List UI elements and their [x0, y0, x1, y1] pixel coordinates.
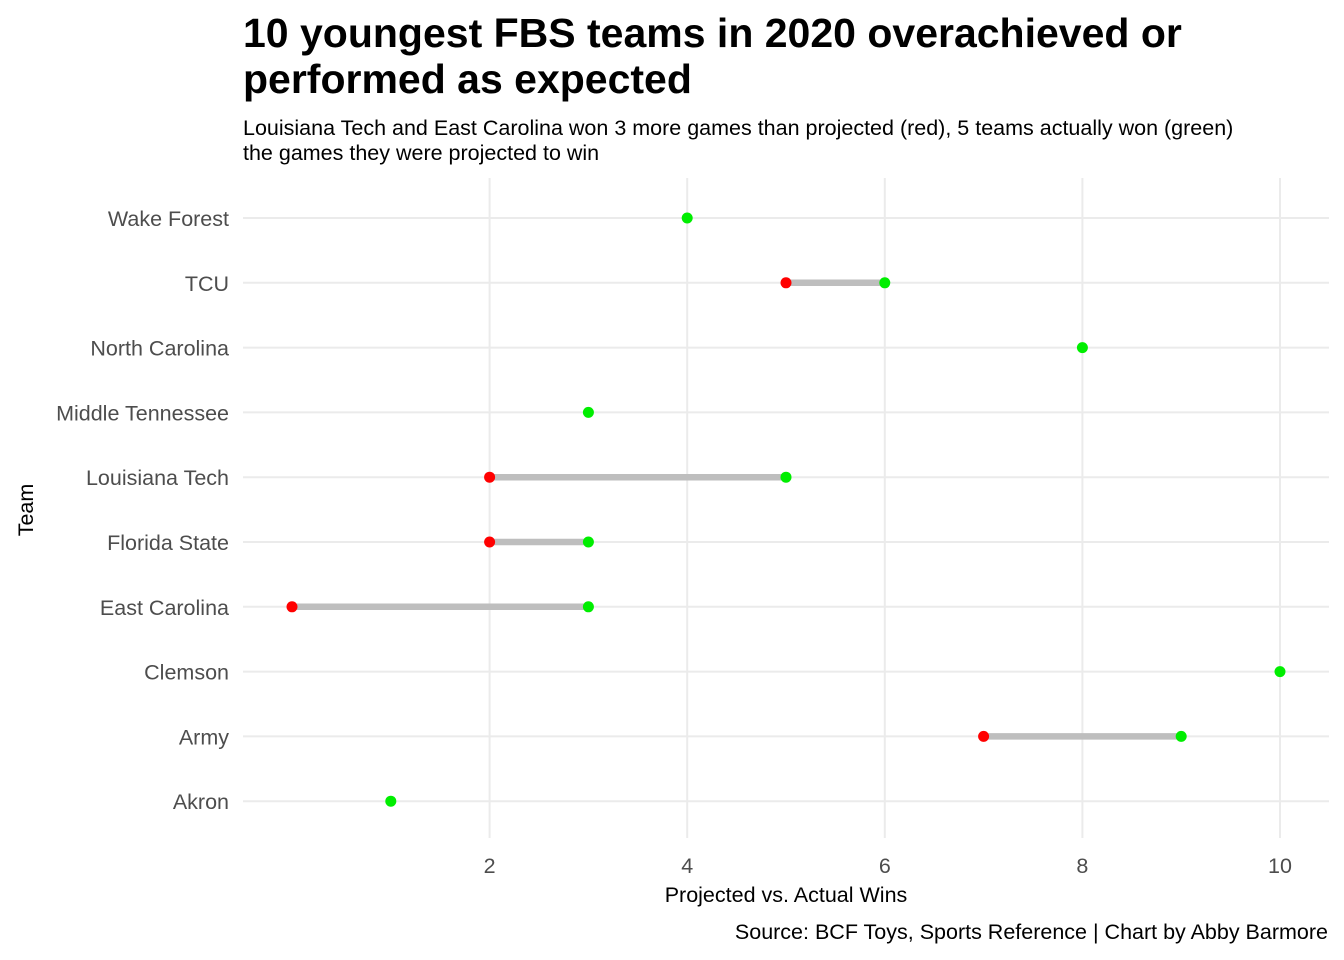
chart-caption: Source: BCF Toys, Sports Reference | Cha…: [734, 920, 1328, 944]
y-tick-label: Army: [179, 725, 229, 749]
actual-point: [582, 601, 594, 613]
y-tick-label: Akron: [173, 790, 229, 814]
x-tick-label: 4: [681, 854, 693, 878]
y-tick-label: Louisiana Tech: [86, 466, 229, 490]
actual-point: [1274, 666, 1286, 678]
y-tick-label: North Carolina: [90, 337, 229, 361]
point-layer: [286, 212, 1286, 807]
y-tick-label: Clemson: [144, 661, 229, 685]
x-tick-label: 6: [879, 854, 891, 878]
y-tick-label: TCU: [185, 272, 229, 296]
x-tick-label: 2: [484, 854, 496, 878]
actual-point: [780, 471, 792, 483]
actual-point: [582, 406, 594, 418]
projected-point: [780, 277, 792, 289]
projected-point: [978, 730, 990, 742]
y-tick-label: Florida State: [107, 531, 229, 555]
y-tick-label: Middle Tennessee: [56, 401, 229, 425]
y-tick-label: East Carolina: [100, 596, 229, 620]
actual-point: [385, 795, 397, 807]
y-axis-label: Team: [14, 484, 38, 537]
x-axis-label: Projected vs. Actual Wins: [665, 883, 908, 907]
projected-point: [484, 536, 496, 548]
x-tick-labels: 2 4 6 8 10: [484, 854, 1292, 878]
grid-layer: [243, 178, 1329, 838]
y-tick-labels: Wake Forest TCU North Carolina Middle Tenne…: [56, 207, 229, 814]
actual-point: [681, 212, 693, 224]
actual-point: [582, 536, 594, 548]
projected-point: [286, 601, 298, 613]
x-tick-label: 10: [1268, 854, 1292, 878]
chart-subtitle: Louisiana Tech and East Carolina won 3 m…: [243, 116, 1234, 165]
chart-title: 10 youngest FBS teams in 2020 overachiev…: [243, 10, 1182, 102]
segment-layer: [292, 279, 1182, 740]
actual-point: [1175, 730, 1187, 742]
x-tick-label: 8: [1076, 854, 1088, 878]
actual-point: [1076, 342, 1088, 354]
y-tick-label: Wake Forest: [108, 207, 229, 231]
actual-point: [879, 277, 891, 289]
projected-point: [484, 471, 496, 483]
